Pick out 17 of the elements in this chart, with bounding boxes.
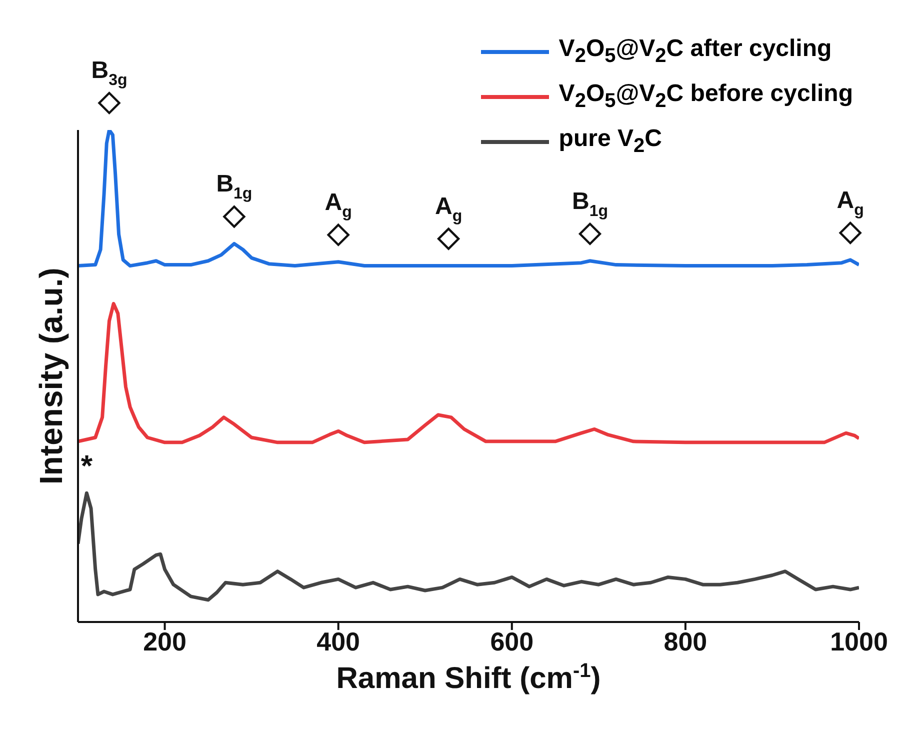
- annotation: A$_{g}$: [324, 189, 352, 221]
- x-tick-label: 600: [490, 626, 534, 656]
- annotation: B$_{3g}$: [91, 57, 128, 89]
- legend-label: V$_{2}$O$_{5}$@V$_{2}$C before cycling: [558, 78, 853, 114]
- annotation: *: [80, 450, 93, 484]
- annotation: B$_{1g}$: [572, 188, 608, 220]
- x-tick-label: 200: [143, 626, 186, 656]
- annotation: A$_{g}$: [836, 187, 864, 219]
- legend-label: V$_{2}$O$_{5}$@V$_{2}$C after cycling: [558, 34, 832, 69]
- annotation: A$_{g}$: [434, 193, 462, 225]
- x-tick-label: 800: [664, 626, 708, 656]
- x-tick-label: 400: [316, 626, 360, 656]
- x-tick-label: 1000: [830, 626, 888, 656]
- legend-label: pure V$_{2}$C: [558, 124, 662, 158]
- y-axis-title: Intensity (a.u.): [33, 268, 70, 484]
- annotation: B$_{1g}$: [216, 170, 252, 202]
- x-axis-title: Raman Shift (cm$^{-1}$): [336, 660, 601, 695]
